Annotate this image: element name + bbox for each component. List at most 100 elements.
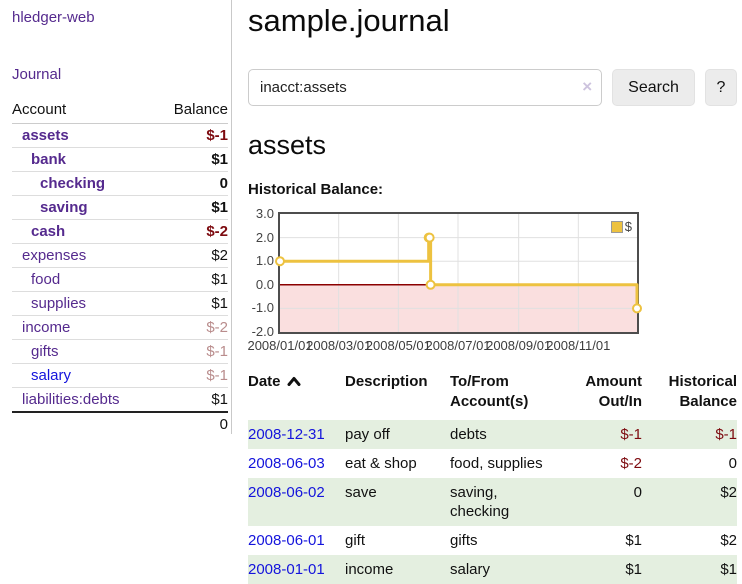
transaction-description: eat & shop bbox=[345, 455, 417, 472]
account-row: supplies $1 bbox=[12, 291, 228, 316]
account-row: cash $-2 bbox=[12, 219, 228, 244]
account-link[interactable]: salary bbox=[31, 367, 72, 384]
transaction-date-link[interactable]: 2008-06-01 bbox=[248, 532, 325, 549]
register-row: 2008-06-03 eat & shop food, supplies $-2 0 bbox=[248, 449, 737, 478]
account-balance: $1 bbox=[158, 387, 228, 413]
accounts-total-row: 0 bbox=[12, 411, 228, 436]
chart-svg bbox=[275, 214, 642, 332]
account-link[interactable]: expenses bbox=[22, 247, 87, 264]
search-button[interactable]: Search bbox=[612, 69, 695, 106]
register-header-date[interactable]: Date bbox=[248, 372, 345, 420]
account-row: salary $-1 bbox=[12, 363, 228, 388]
accounts-total-balance: 0 bbox=[158, 411, 228, 436]
transaction-accounts: saving, checking bbox=[450, 484, 510, 520]
sidebar: hledger-web Journal Account Balance asse… bbox=[0, 0, 232, 436]
x-axis-tick-label: 2008/03/01 bbox=[306, 338, 372, 353]
register-row: 2008-06-02 save saving, checking 0 $2 bbox=[248, 478, 737, 526]
legend-label: $ bbox=[624, 219, 632, 234]
y-axis-tick-label: 3.0 bbox=[255, 206, 274, 221]
transaction-amount: 0 bbox=[633, 484, 642, 501]
account-balance: $2 bbox=[158, 243, 228, 268]
sort-asc-icon bbox=[287, 377, 301, 386]
account-row: saving $1 bbox=[12, 195, 228, 220]
date-header-label: Date bbox=[248, 373, 281, 390]
register-table: Date Description To/From Account(s) Amou… bbox=[248, 372, 737, 584]
accounts-total-spacer bbox=[12, 411, 158, 436]
transaction-balance: $2 bbox=[720, 484, 737, 501]
accounts-table: Account Balance assets $-1 bank $1 checking 0… bbox=[12, 98, 228, 436]
account-heading: assets bbox=[248, 130, 327, 160]
transaction-amount: $1 bbox=[625, 532, 642, 549]
transaction-accounts: debts bbox=[450, 426, 487, 443]
transaction-accounts: gifts bbox=[450, 532, 478, 549]
account-link[interactable]: checking bbox=[40, 175, 106, 192]
transaction-description: pay off bbox=[345, 426, 390, 443]
account-link[interactable]: gifts bbox=[31, 343, 59, 360]
main-content: sample.journal × Search ? assets Histori… bbox=[247, 0, 737, 584]
transaction-accounts: salary bbox=[450, 561, 491, 578]
register-header-row: Date Description To/From Account(s) Amou… bbox=[248, 372, 737, 420]
account-row: checking 0 bbox=[12, 171, 228, 196]
account-row: assets $-1 bbox=[12, 123, 228, 148]
search-input[interactable] bbox=[248, 69, 603, 106]
account-balance: $-1 bbox=[158, 339, 228, 364]
account-row: food $1 bbox=[12, 267, 228, 292]
account-link[interactable]: saving bbox=[40, 199, 88, 216]
transaction-description: income bbox=[345, 561, 394, 578]
account-balance: $-1 bbox=[158, 363, 228, 388]
account-balance: $-2 bbox=[158, 315, 228, 340]
account-row: expenses $2 bbox=[12, 243, 228, 268]
transaction-balance: $1 bbox=[720, 561, 737, 578]
transaction-balance: 0 bbox=[728, 455, 737, 472]
transaction-date-link[interactable]: 2008-06-02 bbox=[248, 484, 325, 501]
transaction-description: save bbox=[345, 484, 377, 501]
transaction-amount: $-2 bbox=[620, 455, 642, 472]
clear-icon[interactable]: × bbox=[582, 77, 593, 96]
transaction-date-link[interactable]: 2008-01-01 bbox=[248, 561, 325, 578]
search-box: × bbox=[248, 69, 603, 106]
transaction-date-link[interactable]: 2008-12-31 bbox=[248, 426, 325, 443]
account-row: gifts $-1 bbox=[12, 339, 228, 364]
account-link[interactable]: supplies bbox=[31, 295, 87, 312]
transaction-date-link[interactable]: 2008-06-03 bbox=[248, 455, 325, 472]
register-tbody: 2008-12-31 pay off debts $-1 $-1 2008-06-03 ea… bbox=[248, 420, 737, 584]
x-axis-tick-label: 2008/09/01 bbox=[486, 338, 552, 353]
register-header-accounts: To/From Account(s) bbox=[450, 373, 529, 410]
account-balance: 0 bbox=[158, 171, 228, 196]
register-row: 2008-12-31 pay off debts $-1 $-1 bbox=[248, 420, 737, 449]
account-balance: $1 bbox=[158, 267, 228, 292]
account-link[interactable]: assets bbox=[22, 127, 69, 144]
account-row: liabilities:debts $1 bbox=[12, 387, 228, 413]
x-axis-tick-label: 2008/11/01 bbox=[546, 338, 611, 353]
x-axis-tick-label: 2008/07/01 bbox=[425, 338, 491, 353]
account-balance: $1 bbox=[158, 147, 228, 172]
register-header-balance: Historical Balance bbox=[668, 373, 737, 410]
accounts-header-balance: Balance bbox=[158, 98, 228, 124]
help-button[interactable]: ? bbox=[704, 69, 737, 106]
register-row: 2008-06-01 gift gifts $1 $2 bbox=[248, 526, 737, 555]
account-link[interactable]: liabilities:debts bbox=[22, 391, 120, 408]
account-balance: $-1 bbox=[158, 123, 228, 148]
register-header-amount: Amount Out/In bbox=[585, 373, 642, 410]
y-axis-tick-label: 2.0 bbox=[255, 229, 274, 245]
sidebar-item-journal[interactable]: Journal bbox=[12, 66, 62, 83]
transaction-balance: $-1 bbox=[715, 426, 737, 443]
transaction-description: gift bbox=[345, 532, 366, 549]
register-row: 2008-01-01 income salary $1 $1 bbox=[248, 555, 737, 584]
account-link[interactable]: income bbox=[22, 319, 71, 336]
account-link[interactable]: bank bbox=[31, 151, 67, 168]
app-brand-link[interactable]: hledger-web bbox=[12, 9, 95, 26]
transaction-accounts: food, supplies bbox=[450, 455, 543, 472]
chart-plot-area: $ bbox=[275, 212, 642, 334]
page-title: sample.journal bbox=[248, 3, 450, 38]
chart: $ 3.0 2.0 1.0 0.0 -1.0 -2.0 2008/01/01 2008/03/… bbox=[247, 206, 737, 355]
account-link[interactable]: food bbox=[31, 271, 61, 288]
y-axis-tick-label: -1.0 bbox=[251, 300, 274, 316]
account-link[interactable]: cash bbox=[31, 223, 66, 240]
account-balance: $1 bbox=[158, 195, 228, 220]
legend-swatch bbox=[610, 220, 623, 233]
y-axis-tick-label: 0.0 bbox=[255, 276, 274, 292]
x-axis-tick-label: 2008/05/01 bbox=[365, 338, 431, 353]
account-row: income $-2 bbox=[12, 315, 228, 340]
account-balance: $-2 bbox=[158, 219, 228, 244]
